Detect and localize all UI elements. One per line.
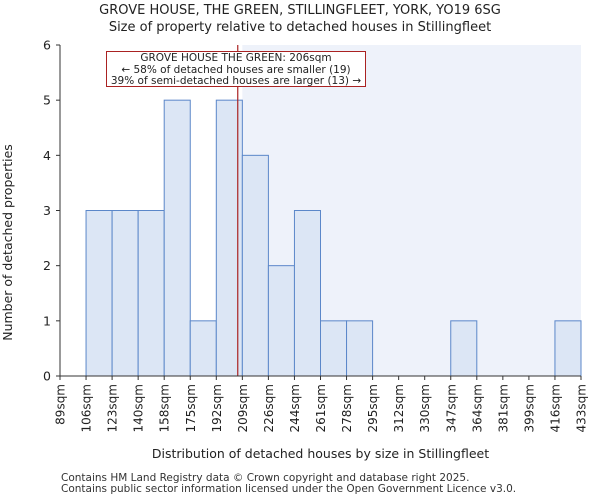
x-tick-label: 399sqm <box>522 384 536 432</box>
x-tick-label: 364sqm <box>470 384 484 432</box>
x-tick-label: 209sqm <box>236 384 250 432</box>
chart-title-line1: GROVE HOUSE, THE GREEN, STILLINGFLEET, Y… <box>99 3 501 18</box>
x-tick-label: 175sqm <box>184 384 198 432</box>
histogram-bar <box>320 320 348 377</box>
histogram-bar <box>346 320 374 377</box>
x-tick-label: 381sqm <box>496 384 510 432</box>
histogram-bar <box>111 210 139 377</box>
x-tick-label: 158sqm <box>158 384 172 432</box>
y-tick-label: 6 <box>43 38 51 53</box>
chart-title: GROVE HOUSE, THE GREEN, STILLINGFLEET, Y… <box>0 2 600 36</box>
y-tick-label: 0 <box>43 369 51 384</box>
x-tick-label: 433sqm <box>575 384 589 432</box>
histogram-bar <box>554 320 582 377</box>
histogram-bar <box>267 265 295 377</box>
x-tick-label: 140sqm <box>132 384 146 432</box>
x-tick-label: 347sqm <box>444 384 458 432</box>
x-axis-label: Distribution of detached houses by size … <box>151 446 490 461</box>
property-annotation: GROVE HOUSE THE GREEN: 206sqm ← 58% of d… <box>106 51 366 87</box>
histogram-bar <box>215 99 243 377</box>
x-tick-label: 261sqm <box>314 384 328 432</box>
histogram-bar <box>163 99 191 377</box>
x-tick-label: 312sqm <box>392 384 406 432</box>
x-tick-label: 89sqm <box>54 384 68 425</box>
chart-title-line2: Size of property relative to detached ho… <box>108 20 492 35</box>
histogram-bar <box>85 210 113 377</box>
x-tick-label: 416sqm <box>548 384 562 432</box>
y-tick-label: 3 <box>43 203 51 218</box>
x-tick-label: 106sqm <box>80 384 94 432</box>
histogram-bar <box>137 210 165 377</box>
histogram-bar <box>450 320 478 377</box>
x-tick-label: 330sqm <box>418 384 432 432</box>
y-tick-label: 5 <box>43 93 51 108</box>
annotation-line2: ← 58% of detached houses are smaller (19… <box>121 63 351 76</box>
y-tick-label: 4 <box>43 148 51 163</box>
histogram-bar <box>241 154 269 377</box>
annotation-line3: 39% of semi-detached houses are larger (… <box>110 75 362 87</box>
footer-line2: Contains public sector information licen… <box>61 483 517 495</box>
annotation-line1: GROVE HOUSE THE GREEN: 206sqm <box>140 52 332 64</box>
x-tick-label: 278sqm <box>340 384 354 432</box>
footer-line1: Contains HM Land Registry data © Crown c… <box>61 472 470 484</box>
footer: Contains HM Land Registry data © Crown c… <box>61 473 516 495</box>
y-tick-label: 2 <box>43 258 51 273</box>
y-axis-label: Number of detached properties <box>0 144 15 341</box>
histogram-bar <box>293 210 322 377</box>
x-tick-label: 123sqm <box>106 384 120 432</box>
y-tick-label: 1 <box>43 313 51 328</box>
x-tick-label: 226sqm <box>262 384 276 432</box>
histogram-bar <box>189 320 217 377</box>
x-tick-label: 192sqm <box>210 384 224 432</box>
x-tick-label: 295sqm <box>366 384 380 432</box>
x-tick-label: 244sqm <box>288 384 302 432</box>
